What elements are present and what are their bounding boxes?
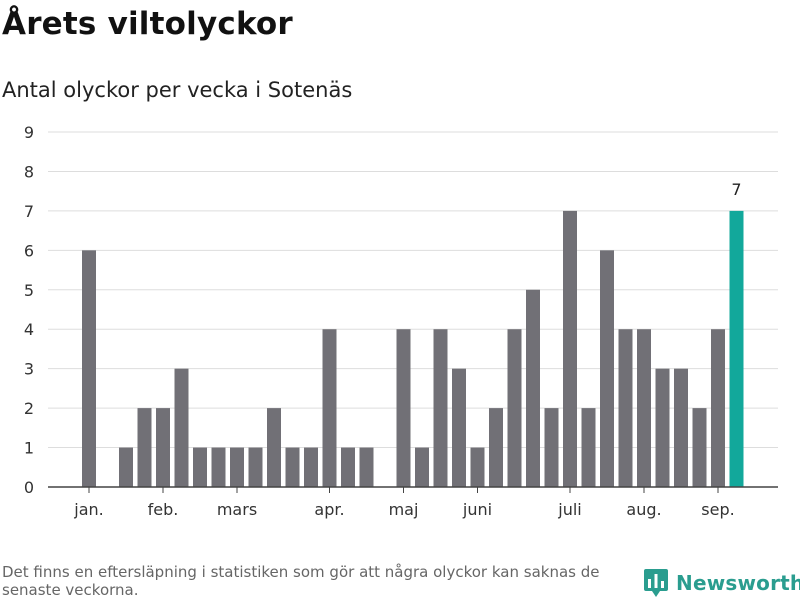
data-labels: 7	[731, 180, 741, 199]
bar	[248, 447, 263, 487]
bar-chart: 0 1 2 3 4 5 6 7 8 9 jan. feb. mars apr. maj juni juli au…	[24, 123, 778, 519]
bar	[267, 408, 281, 487]
bar	[507, 329, 522, 487]
bar-highlight	[729, 210, 744, 487]
bar	[304, 447, 318, 487]
bar	[211, 447, 226, 487]
bar	[581, 408, 596, 487]
bar	[470, 447, 485, 487]
grid-lines	[48, 131, 778, 449]
bar	[600, 250, 614, 487]
bar	[174, 368, 189, 487]
x-tick-label: feb.	[148, 500, 179, 519]
y-tick-label: 6	[24, 241, 34, 260]
highlight-value-label: 7	[731, 180, 741, 199]
bar	[544, 408, 559, 487]
bar	[341, 447, 355, 487]
footnote: Det finns en eftersläpning i statistiken…	[2, 563, 600, 599]
bar	[82, 250, 96, 487]
chart-subtitle: Antal olyckor per vecka i Sotenäs	[2, 78, 353, 102]
bar	[433, 329, 448, 487]
x-axis-ticks: jan. feb. mars apr. maj juni juli aug. sep.	[73, 487, 735, 519]
bar	[711, 329, 725, 487]
x-tick-label: sep.	[701, 500, 734, 519]
bar	[322, 329, 337, 487]
y-axis-ticks: 0 1 2 3 4 5 6 7 8 9	[24, 123, 34, 497]
y-tick-label: 5	[24, 281, 34, 300]
bar	[359, 447, 374, 487]
bar	[137, 408, 152, 487]
bar-chart-logo-icon	[644, 569, 668, 597]
bar	[452, 368, 466, 487]
y-tick-label: 2	[24, 399, 34, 418]
x-tick-label: maj	[389, 500, 419, 519]
bar	[156, 408, 170, 487]
x-tick-label: jan.	[73, 500, 103, 519]
x-tick-label: apr.	[314, 500, 344, 519]
y-tick-label: 1	[24, 439, 34, 458]
bar	[193, 447, 207, 487]
bar	[489, 408, 503, 487]
x-tick-label: juli	[557, 500, 581, 519]
bar	[119, 447, 133, 487]
x-tick-label: juni	[462, 500, 492, 519]
y-tick-label: 3	[24, 360, 34, 379]
bar	[526, 289, 540, 487]
x-tick-label: aug.	[626, 500, 661, 519]
brand-name: Newsworthy	[676, 571, 800, 595]
newsworthy-logo: Newsworthy	[644, 569, 800, 597]
y-tick-label: 4	[24, 320, 34, 339]
y-tick-label: 8	[24, 162, 34, 181]
bars	[82, 210, 744, 487]
chart-title: Årets viltolyckor	[2, 6, 293, 42]
bar	[563, 210, 577, 487]
bar	[618, 329, 633, 487]
bar	[415, 447, 429, 487]
bar	[655, 368, 670, 487]
bar	[637, 329, 651, 487]
bar	[285, 447, 300, 487]
y-tick-label: 7	[24, 202, 34, 221]
bar	[692, 408, 707, 487]
y-tick-label: 0	[24, 478, 34, 497]
x-tick-label: mars	[217, 500, 257, 519]
y-tick-label: 9	[24, 123, 34, 142]
bar	[674, 368, 688, 487]
bar	[230, 447, 244, 487]
bar	[396, 329, 411, 487]
